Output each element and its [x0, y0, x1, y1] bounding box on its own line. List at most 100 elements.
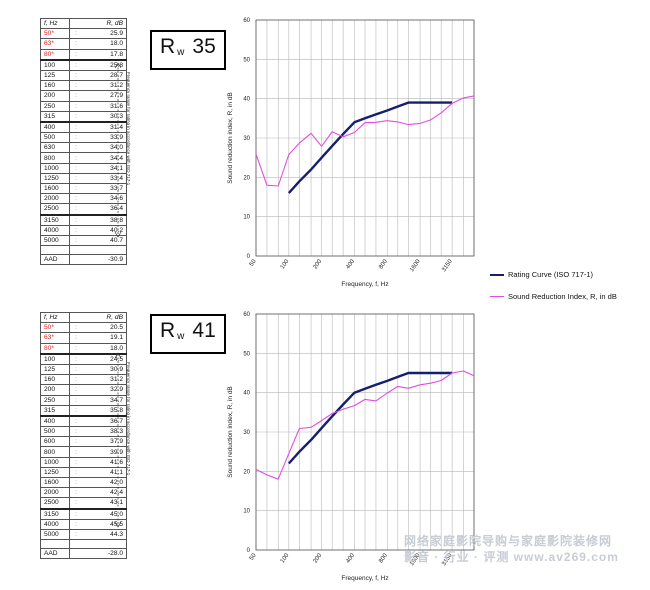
table-row: 5000:44.3 [40, 528, 127, 541]
cell-sep: : [69, 172, 82, 185]
cell-sep: : [69, 69, 82, 82]
cell-frequency: 800 [40, 152, 70, 164]
header-sep [69, 311, 82, 324]
legend-item-rating-curve: Rating Curve (ISO 717-1) [490, 270, 617, 279]
y-tick-label: 0 [247, 548, 251, 554]
cell-sep: : [69, 162, 82, 174]
cell-frequency: 1250 [40, 466, 70, 479]
cell-sep: : [69, 528, 82, 541]
cell-frequency: 5000 [40, 528, 70, 541]
x-axis-label: Frequency, f, Hz [341, 281, 388, 288]
bracket-2 [114, 352, 122, 528]
cell-frequency: 1250 [40, 172, 70, 185]
cell-sep: : [69, 110, 82, 123]
cell-sep: : [69, 120, 82, 134]
cell-sep: : [69, 332, 82, 344]
cell-sep: : [69, 487, 82, 499]
table-row: 250:34.7 [40, 394, 127, 406]
cell-sep: : [69, 213, 82, 226]
cell-sep [69, 548, 82, 560]
cell-sep: : [69, 404, 82, 417]
x-tick-label: 3150 [441, 258, 454, 273]
cell-reduction: 34.6 [82, 193, 127, 205]
cell-sep: : [69, 132, 82, 144]
legend-item-sound-reduction: Sound Reduction Index, R, in dB [490, 292, 617, 301]
cell-frequency: 160 [40, 374, 70, 386]
cell-sep: : [69, 203, 82, 216]
x-tick-label: 100 [280, 552, 291, 564]
rating-value: 41 [192, 319, 216, 342]
y-tick-label: 60 [243, 18, 250, 24]
cell-sep: : [69, 182, 82, 195]
cell-frequency: 315 [40, 404, 70, 417]
cell-frequency: 2500 [40, 203, 70, 216]
cell-frequency: 125 [40, 69, 70, 82]
x-tick-label: 800 [378, 258, 389, 270]
y-tick-label: 10 [243, 509, 250, 515]
cell-sep: : [69, 38, 82, 50]
x-axis-label: Frequency, f, Hz [341, 575, 388, 582]
gap-cell [82, 539, 127, 550]
cell-frequency: 5000 [40, 234, 70, 247]
cell-frequency: 3150 [40, 507, 70, 520]
cell-sep: : [69, 90, 82, 102]
sound-reduction-line [255, 95, 475, 187]
cell-sep: : [69, 436, 82, 448]
watermark-line-1: 网络家庭影院导购与家庭影院装修网 [404, 534, 613, 548]
header-frequency: f, Hz [40, 311, 70, 324]
cell-sep: : [69, 374, 82, 386]
cell-sep: : [69, 322, 82, 334]
table-row: 5000:40.7 [40, 234, 127, 247]
header-sep [69, 17, 82, 30]
x-tick-label: 400 [345, 552, 356, 564]
rating-symbol: R [160, 319, 176, 342]
gap-cell [69, 245, 82, 256]
cell-frequency: 500 [40, 132, 70, 144]
table-body: f, Hz R, dB 50*:25.9 63*:18.0 80*:17.8 100:25… [40, 17, 127, 266]
cell-sep: : [69, 456, 82, 468]
cell-frequency: 2500 [40, 497, 70, 510]
bracket-label-2: Frequency range for rating in accordance… [126, 362, 131, 476]
cell-frequency: 630 [40, 142, 70, 154]
watermark-line-2: 影音 · 行业 · 评测 www.av269.com [404, 550, 619, 564]
cell-sep: : [69, 48, 82, 61]
rating-symbol: R [160, 35, 176, 58]
legend-swatch-navy [490, 273, 504, 276]
cell-reduction: 17.8 [82, 48, 127, 61]
cell-frequency: 125 [40, 363, 70, 376]
y-tick-label: 50 [243, 351, 250, 357]
gap-cell [40, 245, 70, 256]
x-tick-label: 50 [249, 258, 258, 267]
y-tick-label: 60 [243, 312, 250, 318]
table-body: f, Hz R, dB 50*:20.5 63*:19.1 80*:18.0 100:24… [40, 311, 127, 560]
legend-label: Rating Curve (ISO 717-1) [508, 270, 594, 279]
table-row: 500:38.3 [40, 426, 127, 438]
cell-sep [69, 254, 82, 266]
table-gap-row [40, 245, 127, 256]
cell-frequency: 4000 [40, 224, 70, 236]
cell-sep: : [69, 446, 82, 458]
cell-frequency: 1600 [40, 476, 70, 489]
chart-1: 0 10 20 30 40 50 60 50 100 200 400 800 1600 3150 Frequ… [227, 18, 475, 288]
header-reduction: R, dB [82, 311, 127, 324]
cell-sep: : [69, 394, 82, 406]
cell-sep: : [69, 80, 82, 92]
y-axis-label: Sound reduction index, R, in dB [227, 386, 234, 477]
cell-frequency: 600 [40, 436, 70, 448]
cell-sep: : [69, 384, 82, 396]
cell-sep: : [69, 426, 82, 438]
table-row: 63*:18.0 [40, 38, 127, 50]
table-row: 2000:42.4 [40, 487, 127, 499]
cell-sep: : [69, 414, 82, 428]
x-tick-label: 1600 [409, 258, 422, 273]
cell-frequency: 500 [40, 426, 70, 438]
cell-sep: : [69, 363, 82, 376]
x-tick-label: 200 [313, 258, 324, 270]
cell-frequency: 4000 [40, 518, 70, 530]
table-aad-row: AAD -30.9 [40, 254, 127, 266]
frequency-table-1: f, Hz R, dB 50*:25.9 63*:18.0 80*:17.8 100:25… [40, 17, 127, 266]
x-tick-label: 200 [313, 552, 324, 564]
table-row: 250:31.6 [40, 100, 127, 112]
cell-sep: : [69, 58, 82, 71]
